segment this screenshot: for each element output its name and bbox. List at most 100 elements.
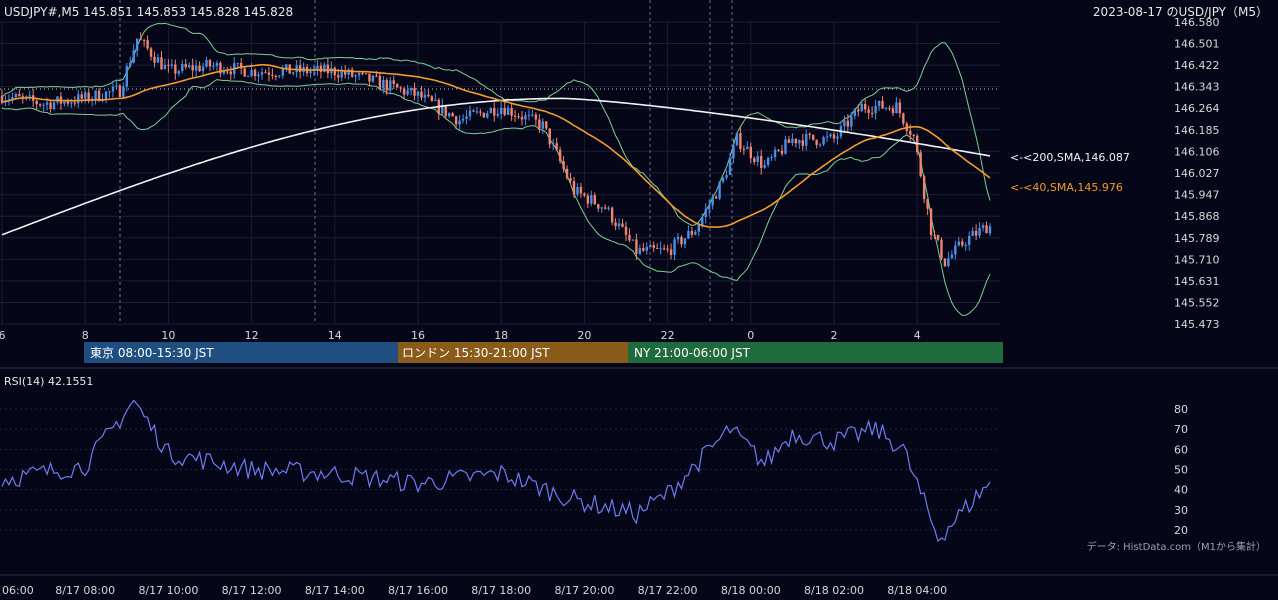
candle-body bbox=[486, 113, 489, 118]
rsi-tick-label: 50 bbox=[1174, 464, 1188, 477]
candle-body bbox=[628, 234, 631, 241]
sma200-label: <-<200,SMA,146.087 bbox=[1010, 151, 1130, 164]
candle-body bbox=[416, 91, 420, 96]
candle-body bbox=[94, 90, 97, 100]
price-tick-label: 146.264 bbox=[1174, 102, 1220, 115]
candle-body bbox=[943, 258, 947, 267]
candle-body bbox=[45, 102, 49, 105]
candle-body bbox=[132, 50, 135, 63]
candle-body bbox=[191, 65, 194, 71]
candle-body bbox=[676, 236, 680, 240]
hour-tick-label: 2 bbox=[831, 329, 838, 342]
candle-body bbox=[694, 231, 697, 235]
sma200-line bbox=[1, 97, 991, 236]
price-tick-label: 146.027 bbox=[1174, 167, 1220, 180]
candle-body bbox=[538, 119, 541, 129]
candle-body bbox=[156, 57, 160, 63]
candle-body bbox=[524, 115, 527, 120]
chart-title: 2023-08-17 のUSD/JPY（M5） bbox=[1093, 5, 1268, 19]
candle-body bbox=[971, 230, 974, 237]
candle-body bbox=[746, 146, 749, 150]
candle-body bbox=[344, 71, 347, 75]
candle-body bbox=[354, 75, 357, 77]
candle-body bbox=[361, 73, 364, 75]
hour-axis: 6 8 10 12 14 16 18 20 22 0 2 4 bbox=[0, 329, 921, 342]
session-ny-label: NY 21:00-06:00 JST bbox=[634, 346, 751, 360]
candle-body bbox=[884, 107, 888, 109]
candle-body bbox=[111, 86, 115, 92]
candle-body bbox=[49, 102, 52, 109]
candle-body bbox=[136, 38, 139, 51]
candle-body bbox=[843, 120, 846, 127]
time-tick-label: 8/17 18:00 bbox=[471, 584, 531, 597]
candle-body bbox=[364, 73, 368, 75]
candle-body bbox=[735, 133, 739, 146]
candle-body bbox=[489, 108, 492, 114]
candle-body bbox=[621, 223, 624, 227]
candle-body bbox=[721, 177, 725, 182]
rsi-tick-label: 30 bbox=[1174, 504, 1188, 517]
candle-body bbox=[753, 158, 756, 162]
day-separators bbox=[119, 0, 733, 324]
bollinger-bands bbox=[1, 22, 991, 316]
rsi-tick-label: 60 bbox=[1174, 443, 1188, 456]
candle-body bbox=[104, 91, 108, 101]
candle-body bbox=[236, 63, 239, 65]
candle-body bbox=[728, 158, 732, 175]
candle-body bbox=[21, 96, 24, 98]
candle-body bbox=[14, 94, 18, 98]
candle-body bbox=[278, 75, 281, 77]
candle-body bbox=[184, 64, 187, 68]
candle-body bbox=[794, 138, 798, 144]
hour-tick-label: 16 bbox=[411, 329, 425, 342]
candle-body bbox=[704, 209, 707, 218]
candle-body bbox=[968, 236, 971, 246]
candle-body bbox=[777, 149, 780, 151]
candle-body bbox=[319, 65, 323, 72]
price-tick-label: 145.710 bbox=[1174, 253, 1220, 266]
candle-body bbox=[787, 139, 791, 144]
candle-body bbox=[205, 60, 208, 67]
candle-body bbox=[770, 157, 773, 159]
candle-body bbox=[402, 88, 406, 95]
candle-body bbox=[617, 223, 621, 227]
candle-body bbox=[226, 71, 229, 73]
candle-body bbox=[482, 112, 486, 118]
candle-body bbox=[0, 95, 4, 103]
candle-body bbox=[662, 248, 666, 250]
candle-body bbox=[766, 157, 770, 165]
candle-body bbox=[978, 227, 981, 236]
candle-body bbox=[610, 207, 614, 223]
candle-body bbox=[219, 63, 222, 74]
candle-body bbox=[18, 94, 21, 97]
candle-body bbox=[28, 95, 31, 97]
candle-body bbox=[347, 69, 350, 75]
candle-body bbox=[760, 156, 763, 168]
candle-body bbox=[590, 195, 593, 204]
session-ny bbox=[628, 342, 1003, 363]
candle-body bbox=[163, 64, 167, 70]
candle-body bbox=[153, 56, 156, 63]
candle-body bbox=[382, 80, 385, 89]
price-grid-lines bbox=[0, 21, 1000, 325]
candle-body bbox=[974, 230, 978, 236]
price-tick-label: 146.580 bbox=[1174, 16, 1220, 29]
candle-body bbox=[832, 134, 836, 139]
candle-body bbox=[73, 102, 76, 104]
price-tick-label: 145.947 bbox=[1174, 189, 1220, 202]
rsi-tick-label: 20 bbox=[1174, 524, 1188, 537]
time-tick-label: 8/17 16:00 bbox=[388, 584, 448, 597]
hour-tick-label: 10 bbox=[161, 329, 175, 342]
candle-body bbox=[115, 85, 118, 87]
candle-body bbox=[500, 107, 503, 114]
candle-body bbox=[527, 114, 531, 116]
candle-body bbox=[687, 230, 690, 239]
session-london bbox=[398, 342, 628, 363]
candle-body bbox=[409, 87, 413, 91]
candle-body bbox=[337, 75, 340, 78]
candle-body bbox=[188, 65, 191, 68]
time-tick-label: 8/17 12:00 bbox=[222, 584, 282, 597]
candle-body bbox=[708, 205, 711, 210]
price-tick-label: 146.501 bbox=[1174, 38, 1220, 51]
